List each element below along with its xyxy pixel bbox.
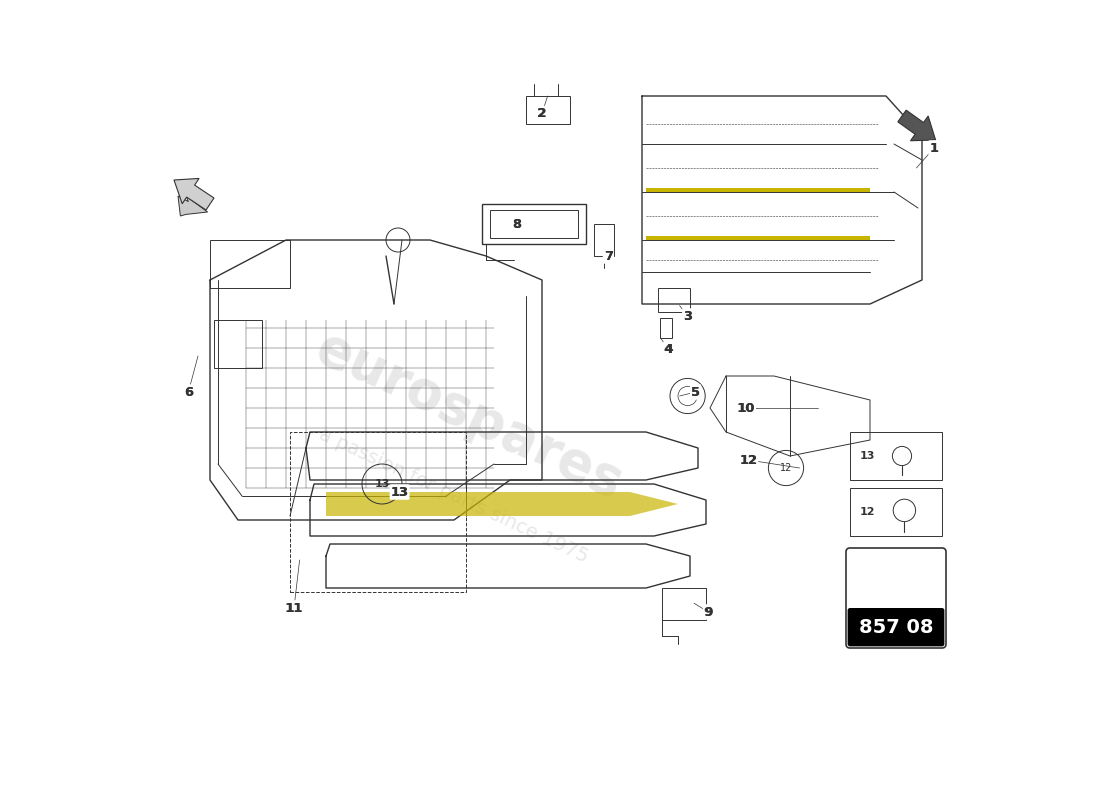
Text: 12: 12 bbox=[780, 463, 792, 473]
Text: 11: 11 bbox=[285, 602, 304, 614]
Bar bbox=[660, 318, 672, 338]
Text: 5: 5 bbox=[691, 386, 701, 398]
Bar bbox=[214, 320, 262, 368]
Bar bbox=[594, 224, 614, 256]
Text: 7: 7 bbox=[604, 250, 613, 262]
Polygon shape bbox=[178, 196, 208, 216]
Text: eurospares: eurospares bbox=[308, 322, 631, 510]
Text: 2: 2 bbox=[538, 107, 547, 120]
Text: 10: 10 bbox=[737, 402, 755, 414]
Polygon shape bbox=[646, 188, 870, 192]
Bar bbox=[210, 240, 290, 288]
Text: 7: 7 bbox=[604, 250, 613, 262]
Polygon shape bbox=[646, 236, 870, 240]
Polygon shape bbox=[326, 492, 678, 516]
Bar bbox=[490, 210, 578, 238]
FancyArrow shape bbox=[898, 110, 936, 141]
Text: 6: 6 bbox=[184, 386, 192, 398]
Text: 11: 11 bbox=[285, 602, 303, 614]
Bar bbox=[526, 96, 570, 124]
Text: 3: 3 bbox=[683, 310, 692, 322]
Bar bbox=[658, 288, 690, 312]
Text: 5: 5 bbox=[691, 386, 700, 398]
Bar bbox=[662, 588, 706, 620]
Text: 4: 4 bbox=[663, 343, 673, 356]
Text: 12: 12 bbox=[859, 507, 876, 517]
Text: 12: 12 bbox=[739, 454, 758, 466]
Text: 13: 13 bbox=[390, 486, 409, 498]
Text: 4: 4 bbox=[664, 343, 673, 356]
Text: 9: 9 bbox=[704, 606, 713, 618]
Text: 13: 13 bbox=[390, 486, 408, 498]
Text: 8: 8 bbox=[512, 218, 521, 230]
FancyArrow shape bbox=[174, 178, 214, 210]
Text: 3: 3 bbox=[683, 310, 692, 322]
Text: 1: 1 bbox=[930, 142, 938, 154]
Text: 8: 8 bbox=[513, 218, 520, 230]
Text: 9: 9 bbox=[704, 606, 713, 618]
Text: 10: 10 bbox=[737, 402, 756, 414]
Text: a passion for parts since 1975: a passion for parts since 1975 bbox=[317, 425, 592, 567]
Text: 1: 1 bbox=[930, 142, 938, 154]
Text: 6: 6 bbox=[184, 386, 192, 398]
Bar bbox=[850, 432, 942, 480]
Bar bbox=[850, 488, 942, 536]
Bar bbox=[482, 204, 586, 244]
Text: 857 08: 857 08 bbox=[859, 618, 933, 637]
Text: 13: 13 bbox=[859, 451, 874, 461]
FancyBboxPatch shape bbox=[846, 548, 946, 648]
Bar bbox=[290, 432, 466, 592]
Text: 13: 13 bbox=[374, 479, 389, 489]
Text: 2: 2 bbox=[538, 107, 547, 120]
Text: 12: 12 bbox=[739, 454, 757, 466]
FancyBboxPatch shape bbox=[848, 608, 945, 646]
